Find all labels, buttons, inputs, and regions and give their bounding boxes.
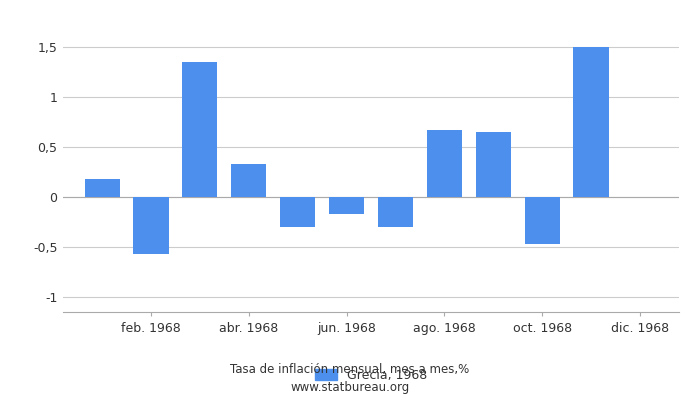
- Text: www.statbureau.org: www.statbureau.org: [290, 382, 410, 394]
- Bar: [475, 132, 511, 197]
- Bar: [524, 197, 560, 244]
- Bar: [378, 197, 413, 227]
- Bar: [85, 179, 120, 197]
- Bar: [134, 197, 169, 254]
- Text: Tasa de inflación mensual, mes a mes,%: Tasa de inflación mensual, mes a mes,%: [230, 364, 470, 376]
- Legend: Grecia, 1968: Grecia, 1968: [314, 369, 428, 382]
- Bar: [182, 62, 218, 197]
- Bar: [280, 197, 315, 227]
- Bar: [427, 130, 462, 197]
- Bar: [231, 164, 267, 197]
- Bar: [573, 47, 608, 197]
- Bar: [329, 197, 364, 214]
